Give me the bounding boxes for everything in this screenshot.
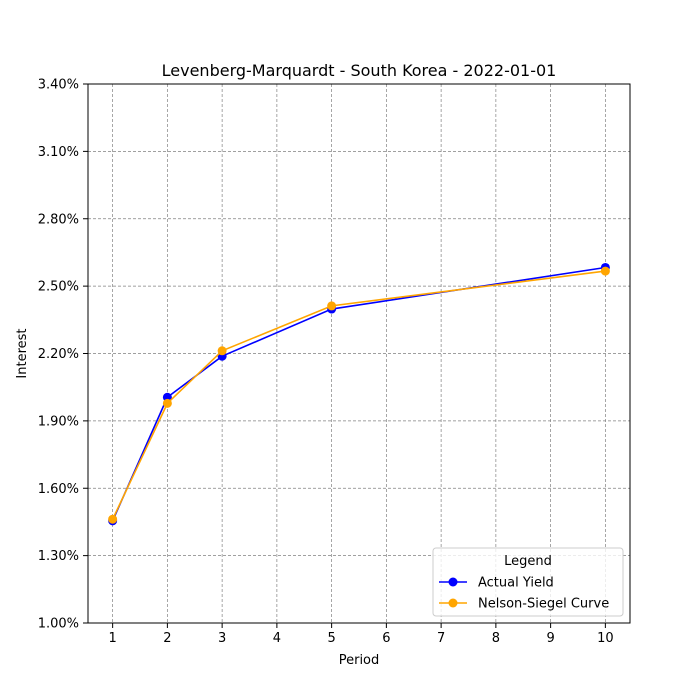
y-axis-ticks: 1.00% 1.30% 1.60% 1.90% 2.20% 2.50% 2.80% 3.10%…	[38, 78, 88, 632]
legend-entries: Actual Yield Nelson-Siegel Curve	[439, 576, 609, 612]
x-tick-label: 9	[546, 631, 554, 646]
data-point	[600, 266, 610, 276]
x-tick-label: 3	[218, 631, 226, 646]
y-tick-label: 2.50%	[38, 280, 79, 295]
x-tick-label: 7	[437, 631, 445, 646]
legend-entry: Nelson-Siegel Curve	[439, 597, 609, 612]
data-point	[162, 398, 172, 408]
x-tick-label: 6	[382, 631, 390, 646]
data-point	[327, 301, 337, 311]
y-tick-label: 2.20%	[38, 347, 79, 362]
x-tick-label: 5	[327, 631, 335, 646]
y-tick-label: 3.40%	[38, 78, 79, 93]
chart-title: Levenberg-Marquardt - South Korea - 2022…	[162, 61, 557, 80]
legend-box	[432, 547, 624, 617]
series-layer	[108, 262, 610, 526]
data-point	[108, 514, 118, 524]
x-tick-label: 10	[597, 631, 614, 646]
y-axis-label: Interest	[15, 328, 30, 378]
legend-label: Actual Yield	[478, 576, 554, 591]
x-tick-label: 2	[163, 631, 171, 646]
legend-entry: Actual Yield	[439, 576, 554, 591]
y-tick-label: 1.60%	[38, 482, 79, 497]
x-tick-label: 1	[108, 631, 116, 646]
y-tick-label: 2.80%	[38, 212, 79, 227]
x-tick-label: 8	[492, 631, 500, 646]
y-tick-label: 1.90%	[38, 414, 79, 429]
legend-marker	[448, 598, 458, 608]
series-nelson-siegel-curve	[108, 266, 610, 524]
legend: Legend Actual Yield Nelson-Siegel Curve	[432, 547, 624, 617]
x-axis-ticks: 1 2 3 4 5 6 7 8 9 10	[108, 623, 614, 646]
data-point	[217, 346, 227, 356]
legend-title: Legend	[504, 554, 552, 569]
y-tick-label: 3.10%	[38, 145, 79, 160]
y-tick-label: 1.00%	[38, 617, 79, 632]
x-axis-label: Period	[339, 653, 380, 668]
legend-label: Nelson-Siegel Curve	[478, 597, 609, 612]
x-tick-label: 4	[273, 631, 281, 646]
legend-marker	[448, 577, 458, 587]
y-tick-label: 1.30%	[38, 549, 79, 564]
